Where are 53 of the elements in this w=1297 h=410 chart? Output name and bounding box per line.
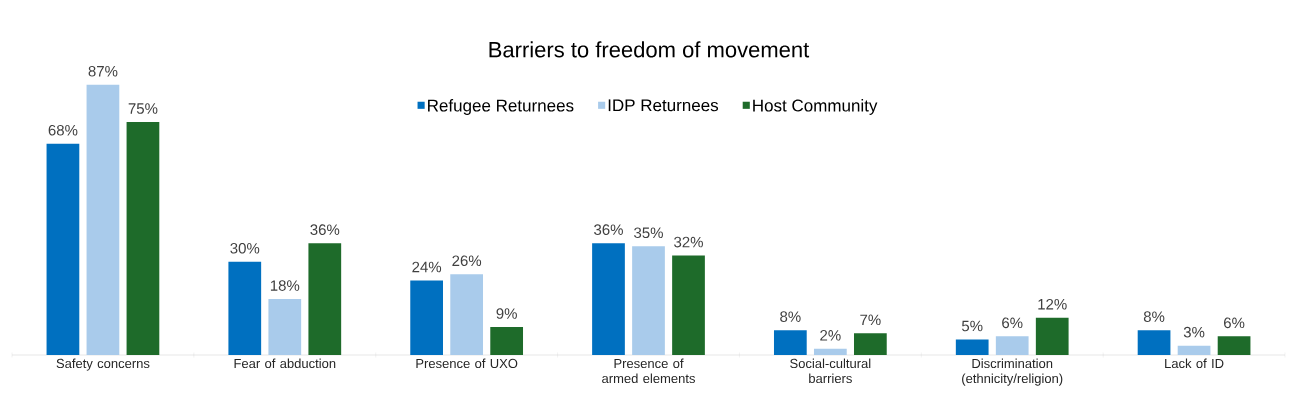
bar xyxy=(632,246,665,355)
x-tick-label: Fear of abduction xyxy=(234,358,336,369)
data-label: 30% xyxy=(230,242,260,254)
bar xyxy=(672,255,705,355)
bar xyxy=(955,339,989,355)
legend-label: IDP Returnees xyxy=(608,99,719,112)
bar xyxy=(592,243,625,355)
bar xyxy=(1035,317,1069,355)
data-label: 12% xyxy=(1038,298,1067,310)
x-tick-label: Discrimination (ethnicity/religion) xyxy=(962,358,1063,386)
data-label: 36% xyxy=(594,224,623,235)
data-label: 8% xyxy=(1143,311,1165,322)
data-label: 68% xyxy=(48,124,78,136)
data-label: 18% xyxy=(270,280,300,291)
x-tick-label: Presence of UXO xyxy=(416,358,518,369)
x-tick-label: Lack of ID xyxy=(1165,358,1224,369)
data-label: 24% xyxy=(412,261,442,273)
bar xyxy=(46,143,80,355)
data-label: 9% xyxy=(496,308,517,319)
data-label: 2% xyxy=(820,330,841,341)
x-tick-label: Safety concerns xyxy=(56,358,150,371)
bar xyxy=(308,243,342,355)
bar xyxy=(86,84,120,355)
bar xyxy=(813,348,847,355)
data-label: 32% xyxy=(674,236,703,248)
chart-title: Barriers to freedom of movement xyxy=(489,41,810,58)
bar xyxy=(1137,330,1171,355)
bar xyxy=(1177,345,1211,355)
data-label: 75% xyxy=(128,103,158,114)
bar xyxy=(410,280,443,355)
data-label: 3% xyxy=(1183,326,1205,338)
bar xyxy=(450,274,484,355)
bar xyxy=(268,299,302,355)
data-label: 6% xyxy=(1002,317,1023,329)
x-tick-label: Social-cultural barriers xyxy=(790,358,871,384)
data-label: 5% xyxy=(961,320,983,332)
data-label: 6% xyxy=(1224,317,1245,329)
legend-label: Refugee Returnees xyxy=(428,99,574,115)
bar xyxy=(126,122,160,355)
data-label: 87% xyxy=(88,65,118,77)
data-label: 35% xyxy=(634,227,663,239)
data-label: 7% xyxy=(860,314,881,326)
bar xyxy=(1217,336,1251,355)
data-label: 8% xyxy=(780,311,801,322)
bar xyxy=(773,330,807,355)
bar xyxy=(228,261,262,355)
bar xyxy=(854,333,887,355)
bar xyxy=(995,336,1029,355)
data-label: 26% xyxy=(452,255,482,267)
x-tick-label: Presence of armed elements xyxy=(602,358,695,384)
bar xyxy=(490,327,524,355)
legend-label: Host Community xyxy=(753,99,878,115)
data-label: 36% xyxy=(310,224,340,235)
